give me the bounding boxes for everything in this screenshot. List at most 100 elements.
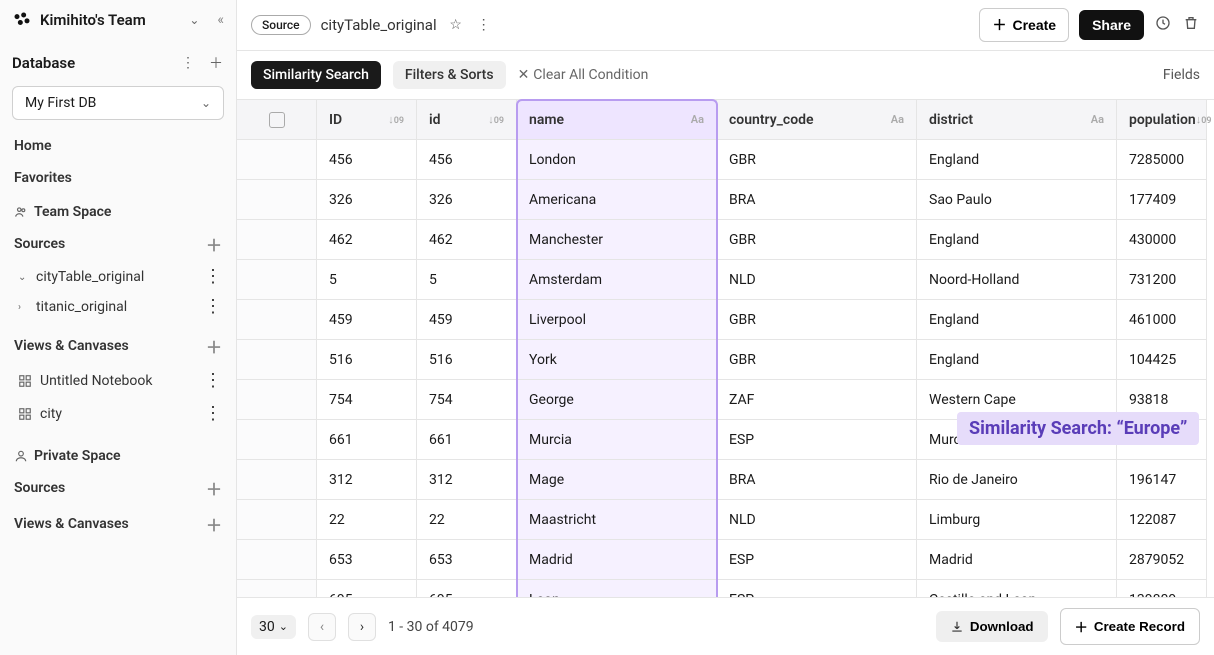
row-select-cell[interactable] bbox=[237, 500, 317, 540]
row-select-cell[interactable] bbox=[237, 140, 317, 180]
cell-ID[interactable]: 5 bbox=[317, 260, 417, 300]
share-button[interactable]: Share bbox=[1079, 10, 1144, 40]
cell-population[interactable]: 122087 bbox=[1117, 500, 1207, 540]
nav-home[interactable]: Home bbox=[0, 130, 236, 162]
cell-district[interactable]: England bbox=[917, 220, 1117, 260]
cell-ID[interactable]: 754 bbox=[317, 380, 417, 420]
row-select-cell[interactable] bbox=[237, 260, 317, 300]
cell-country_code[interactable]: ESP bbox=[717, 420, 917, 460]
cell-country_code[interactable]: NLD bbox=[717, 260, 917, 300]
column-header-id[interactable]: id↓09 bbox=[417, 100, 517, 140]
cell-name[interactable]: Mage bbox=[517, 460, 717, 500]
cell-name[interactable]: Maastricht bbox=[517, 500, 717, 540]
cell-ID[interactable]: 326 bbox=[317, 180, 417, 220]
page-size-select[interactable]: 30 ⌄ bbox=[251, 615, 296, 639]
cell-name[interactable]: George bbox=[517, 380, 717, 420]
clear-all-button[interactable]: ✕ Clear All Condition bbox=[518, 67, 649, 83]
cell-country_code[interactable]: NLD bbox=[717, 500, 917, 540]
cell-population[interactable]: 461000 bbox=[1117, 300, 1207, 340]
cell-ID[interactable]: 661 bbox=[317, 420, 417, 460]
cell-ID[interactable]: 653 bbox=[317, 540, 417, 580]
cell-name[interactable]: Murcia bbox=[517, 420, 717, 460]
row-select-cell[interactable] bbox=[237, 580, 317, 597]
cell-name[interactable]: Liverpool bbox=[517, 300, 717, 340]
cell-name[interactable]: Amsterdam bbox=[517, 260, 717, 300]
cell-district[interactable]: Sao Paulo bbox=[917, 180, 1117, 220]
cell-district[interactable]: Castilla and Leon bbox=[917, 580, 1117, 597]
cell-id[interactable]: 695 bbox=[417, 580, 517, 597]
cell-name[interactable]: Americana bbox=[517, 180, 717, 220]
add-private-view-icon[interactable]: ＋ bbox=[206, 512, 222, 536]
cell-id[interactable]: 456 bbox=[417, 140, 517, 180]
cell-id[interactable]: 326 bbox=[417, 180, 517, 220]
column-header-country_code[interactable]: country_codeAa bbox=[717, 100, 917, 140]
cell-ID[interactable]: 456 bbox=[317, 140, 417, 180]
cell-name[interactable]: Leon bbox=[517, 580, 717, 597]
collapse-sidebar-icon[interactable]: « bbox=[217, 12, 224, 28]
cell-country_code[interactable]: ZAF bbox=[717, 380, 917, 420]
cell-country_code[interactable]: GBR bbox=[717, 300, 917, 340]
add-source-icon[interactable]: ＋ bbox=[206, 232, 222, 256]
cell-country_code[interactable]: GBR bbox=[717, 220, 917, 260]
more-icon[interactable]: ⋮ bbox=[204, 403, 222, 424]
row-select-cell[interactable] bbox=[237, 180, 317, 220]
cell-district[interactable]: Madrid bbox=[917, 540, 1117, 580]
cell-id[interactable]: 516 bbox=[417, 340, 517, 380]
cell-district[interactable]: England bbox=[917, 140, 1117, 180]
similarity-search-button[interactable]: Similarity Search bbox=[251, 61, 381, 89]
cell-name[interactable]: Madrid bbox=[517, 540, 717, 580]
next-page-button[interactable]: › bbox=[348, 613, 376, 641]
cell-district[interactable]: Rio de Janeiro bbox=[917, 460, 1117, 500]
prev-page-button[interactable]: ‹ bbox=[308, 613, 336, 641]
more-icon[interactable]: ⋮ bbox=[475, 17, 493, 33]
cell-ID[interactable]: 459 bbox=[317, 300, 417, 340]
cell-population[interactable]: 7285000 bbox=[1117, 140, 1207, 180]
cell-ID[interactable]: 695 bbox=[317, 580, 417, 597]
cell-id[interactable]: 754 bbox=[417, 380, 517, 420]
cell-population[interactable]: 2879052 bbox=[1117, 540, 1207, 580]
cell-name[interactable]: London bbox=[517, 140, 717, 180]
checkbox-icon[interactable] bbox=[269, 112, 285, 128]
select-all-header[interactable] bbox=[237, 100, 317, 140]
column-header-ID[interactable]: ID↓09 bbox=[317, 100, 417, 140]
cell-district[interactable]: Noord-Holland bbox=[917, 260, 1117, 300]
history-icon[interactable] bbox=[1154, 15, 1172, 35]
fields-button[interactable]: Fields bbox=[1163, 67, 1200, 83]
cell-id[interactable]: 22 bbox=[417, 500, 517, 540]
add-view-icon[interactable]: ＋ bbox=[206, 334, 222, 358]
view-item-notebook[interactable]: Untitled Notebook ⋮ bbox=[0, 364, 236, 397]
row-select-cell[interactable] bbox=[237, 380, 317, 420]
cell-name[interactable]: York bbox=[517, 340, 717, 380]
filters-sorts-button[interactable]: Filters & Sorts bbox=[393, 61, 506, 89]
cell-population[interactable]: 139809 bbox=[1117, 580, 1207, 597]
column-header-name[interactable]: nameAa bbox=[517, 100, 717, 140]
more-icon[interactable]: ⋮ bbox=[204, 298, 222, 316]
cell-id[interactable]: 661 bbox=[417, 420, 517, 460]
cell-country_code[interactable]: GBR bbox=[717, 140, 917, 180]
cell-population[interactable]: 104425 bbox=[1117, 340, 1207, 380]
cell-population[interactable]: 731200 bbox=[1117, 260, 1207, 300]
cell-ID[interactable]: 22 bbox=[317, 500, 417, 540]
cell-district[interactable]: England bbox=[917, 300, 1117, 340]
cell-country_code[interactable]: GBR bbox=[717, 340, 917, 380]
column-header-district[interactable]: districtAa bbox=[917, 100, 1117, 140]
create-button[interactable]: ＋ Create bbox=[979, 8, 1069, 42]
add-database-icon[interactable]: ＋ bbox=[208, 55, 224, 71]
column-header-population[interactable]: population↓09 bbox=[1117, 100, 1207, 140]
team-switcher[interactable]: Kimihito's Team ⌄ « bbox=[0, 0, 236, 40]
cell-population[interactable]: 177409 bbox=[1117, 180, 1207, 220]
row-select-cell[interactable] bbox=[237, 300, 317, 340]
database-select[interactable]: My First DB ⌄ bbox=[12, 86, 224, 120]
cell-ID[interactable]: 462 bbox=[317, 220, 417, 260]
cell-id[interactable]: 462 bbox=[417, 220, 517, 260]
trash-icon[interactable] bbox=[1182, 15, 1200, 35]
create-record-button[interactable]: ＋ Create Record bbox=[1060, 608, 1200, 645]
cell-id[interactable]: 312 bbox=[417, 460, 517, 500]
more-icon[interactable]: ⋮ bbox=[204, 268, 222, 286]
cell-id[interactable]: 5 bbox=[417, 260, 517, 300]
cell-district[interactable]: England bbox=[917, 340, 1117, 380]
cell-ID[interactable]: 312 bbox=[317, 460, 417, 500]
cell-name[interactable]: Manchester bbox=[517, 220, 717, 260]
source-item-titanic[interactable]: › titanic_original ⋮ bbox=[0, 292, 236, 322]
star-icon[interactable]: ☆ bbox=[447, 17, 465, 33]
